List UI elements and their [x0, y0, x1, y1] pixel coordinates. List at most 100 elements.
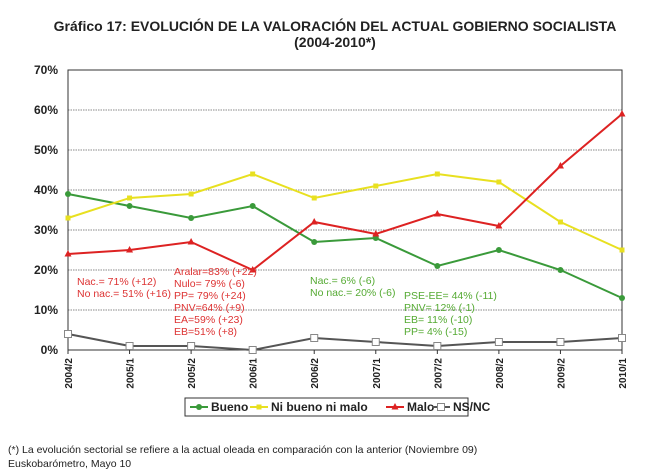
series-line — [67, 333, 623, 352]
y-tick-label: 10% — [34, 303, 58, 317]
data-point — [556, 338, 565, 346]
annotation-line: PP= 79% (+24) — [174, 290, 246, 302]
series-bueno — [65, 191, 625, 301]
data-point — [127, 195, 133, 201]
annotation-line: EB= 11% (-10) — [404, 314, 472, 326]
legend-label: Malo — [407, 400, 434, 414]
annotation-line: Aralar=83% (+22) — [174, 266, 257, 278]
data-point — [311, 239, 318, 245]
legend-label: Ni bueno ni malo — [271, 400, 368, 414]
data-point — [248, 346, 257, 354]
y-tick-label: 40% — [34, 183, 58, 197]
data-point — [187, 238, 195, 245]
data-point — [494, 338, 503, 346]
annotation-line: No nac.= 20% (-6) — [310, 287, 396, 299]
footnote: (*) La evolución sectorial se refiere a … — [8, 444, 477, 456]
x-tick-label: 2006/2 — [310, 358, 321, 389]
legend — [184, 397, 469, 417]
data-point — [437, 403, 445, 411]
data-point — [188, 191, 194, 197]
data-point — [373, 183, 379, 189]
data-point — [619, 295, 625, 301]
annotation-line: Nulo= 79% (-6) — [174, 278, 245, 290]
data-point — [126, 246, 134, 253]
legend-label: NS/NC — [453, 400, 491, 414]
plot-area — [67, 69, 623, 351]
x-tick-label: 2006/1 — [249, 358, 260, 389]
data-point — [310, 218, 318, 225]
x-tick-label: 2010/1 — [618, 358, 629, 389]
chart-subtitle: (2004-2010*) — [294, 34, 376, 50]
series-line — [67, 172, 623, 251]
series-ns-nc — [64, 330, 626, 354]
y-tick-label: 60% — [34, 103, 58, 117]
data-point — [495, 222, 503, 229]
y-tick-label: 30% — [34, 223, 58, 237]
legend-label: Bueno — [211, 400, 248, 414]
data-point — [434, 171, 440, 177]
data-point — [618, 110, 626, 117]
x-tick-label: 2005/1 — [126, 358, 137, 389]
data-point — [196, 404, 202, 410]
annotation-line: PNV=64% (+9) — [174, 302, 245, 314]
legend-item: NS/NC — [432, 400, 491, 414]
data-point — [618, 334, 626, 342]
annotation-line: PSE-EE= 44% (-11) — [404, 290, 497, 302]
annotation: PSE-EE= 44% (-11)PNV= 12% (-1)EB= 11% (-… — [404, 290, 497, 338]
data-point — [496, 179, 502, 185]
annotation-line: PNV= 12% (-1) — [404, 302, 475, 314]
x-tick-label: 2007/1 — [372, 358, 383, 389]
y-tick-label: 0% — [41, 343, 59, 357]
data-point — [372, 230, 380, 237]
data-point — [249, 203, 256, 209]
annotation-line: Nac.= 6% (-6) — [310, 275, 375, 287]
data-point — [249, 266, 257, 273]
annotation-line: Nac.= 71% (+12) — [77, 276, 156, 288]
annotation: Nac.= 71% (+12)No nac.= 51% (+16) — [77, 276, 171, 300]
data-point — [65, 215, 71, 221]
data-point — [371, 338, 380, 346]
legend-item: Ni bueno ni malo — [250, 400, 368, 414]
legend-item: Bueno — [190, 400, 248, 414]
y-tick-label: 20% — [34, 263, 58, 277]
data-point — [556, 162, 564, 169]
y-tick-label: 70% — [34, 63, 58, 77]
x-tick-label: 2009/2 — [556, 358, 567, 389]
data-point — [125, 342, 134, 350]
annotation-line: PP= 4% (-15) — [404, 326, 467, 338]
data-point — [433, 210, 441, 217]
data-point — [310, 334, 319, 342]
data-point — [64, 330, 72, 338]
data-point — [557, 267, 564, 273]
data-point — [557, 219, 563, 225]
data-point — [311, 195, 317, 201]
annotation-line: No nac.= 51% (+16) — [77, 288, 171, 300]
data-point — [256, 404, 262, 410]
data-point — [64, 250, 72, 257]
data-point — [619, 247, 625, 253]
data-point — [188, 215, 195, 221]
data-point — [434, 263, 441, 269]
legend-item: Malo — [386, 400, 434, 414]
source: Euskobarómetro, Mayo 10 — [8, 458, 131, 470]
series-line — [67, 193, 623, 299]
series-line — [67, 113, 623, 272]
x-tick-label: 2008/2 — [495, 358, 506, 389]
y-tick-label: 50% — [34, 143, 58, 157]
x-tick-label: 2004/2 — [64, 358, 75, 389]
annotation: Nac.= 6% (-6)No nac.= 20% (-6) — [310, 275, 396, 299]
data-point — [391, 403, 399, 410]
data-point — [187, 342, 196, 350]
annotation-line: EA=59% (+23) — [174, 314, 243, 326]
chart-title: Gráfico 17: EVOLUCIÓN DE LA VALORACIÓN D… — [54, 17, 617, 34]
data-point — [126, 203, 133, 209]
data-point — [495, 247, 502, 253]
annotation-line: EB=51% (+8) — [174, 326, 237, 338]
x-tick-label: 2005/2 — [187, 358, 198, 389]
data-point — [250, 171, 256, 177]
series-malo — [64, 110, 626, 273]
data-point — [65, 191, 71, 197]
series-ni-bueno-ni-malo — [65, 171, 625, 253]
